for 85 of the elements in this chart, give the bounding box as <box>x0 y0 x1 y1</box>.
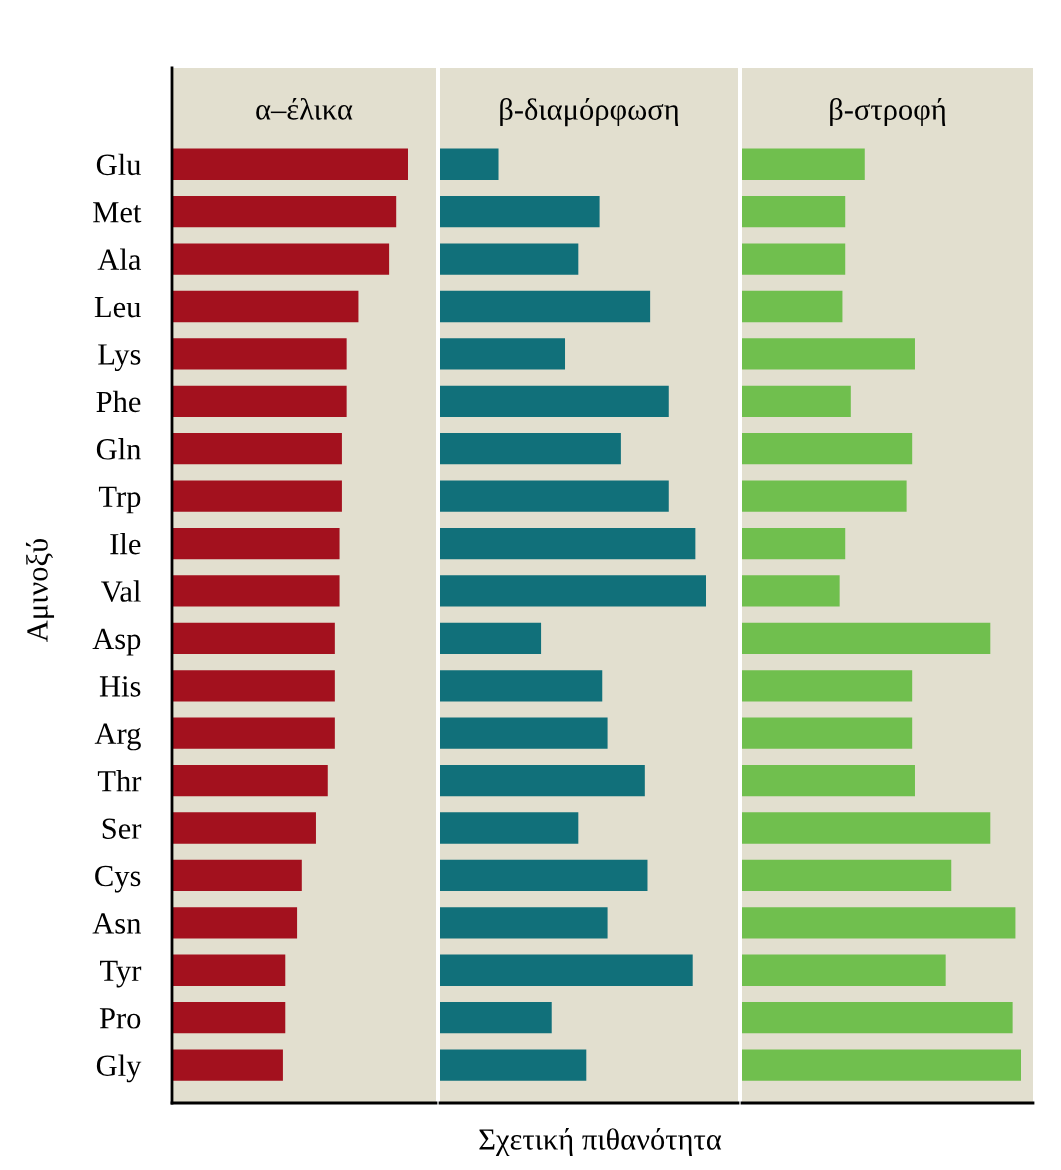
bar <box>172 196 397 228</box>
bar <box>742 907 1016 939</box>
bar <box>172 148 408 180</box>
bar <box>742 622 991 655</box>
y-tick-label: Ile <box>110 532 141 555</box>
bar <box>742 717 913 749</box>
bar <box>172 717 335 749</box>
bar <box>172 433 342 465</box>
bar <box>172 670 335 702</box>
bar <box>440 338 566 370</box>
bar <box>742 148 865 180</box>
bar <box>742 859 952 892</box>
y-tick-label: Phe <box>96 390 141 413</box>
bar <box>742 480 907 512</box>
bar <box>172 527 340 560</box>
bar <box>172 290 359 323</box>
bar <box>440 670 603 702</box>
bar <box>172 480 342 512</box>
y-tick-label: His <box>99 676 141 697</box>
y-tick-label: Glu <box>96 153 141 176</box>
bar <box>440 385 669 417</box>
x-axis-title: Σχετική πιθανότητα <box>479 1127 722 1157</box>
chart-title: β-διαμόρφωση <box>500 98 679 127</box>
bar <box>742 954 946 986</box>
bar <box>742 243 846 275</box>
bar <box>742 290 843 323</box>
y-tick-label: Asn <box>92 913 141 934</box>
y-tick-label: Met <box>93 202 142 223</box>
y-tick-label: Leu <box>94 297 141 318</box>
y-tick-label: Cys <box>95 865 141 893</box>
bar <box>742 385 851 417</box>
bar <box>440 1049 587 1081</box>
y-tick-label: Thr <box>97 770 142 792</box>
y-tick-label: Lys <box>98 344 141 372</box>
bar <box>440 859 648 892</box>
bar <box>742 196 846 228</box>
bar <box>440 243 579 275</box>
bar <box>172 385 347 417</box>
y-tick-label: Gly <box>96 1054 142 1083</box>
bar <box>742 575 840 607</box>
bar <box>440 1002 552 1034</box>
y-tick-label: Ala <box>97 248 142 270</box>
y-axis-title: Αμινοξύ <box>25 538 55 642</box>
bar <box>742 433 913 465</box>
bar <box>440 954 693 986</box>
bar <box>172 954 286 986</box>
bar <box>440 433 621 465</box>
bar <box>440 717 608 749</box>
bar <box>440 812 579 844</box>
bar <box>742 527 846 560</box>
bar <box>440 290 651 323</box>
y-tick-label: Ser <box>102 818 142 839</box>
bar <box>440 196 600 228</box>
y-tick-label: Gln <box>96 438 141 460</box>
bar <box>172 1002 286 1034</box>
bar <box>440 148 499 180</box>
y-tick-label: Trp <box>98 486 141 514</box>
bar <box>440 527 696 560</box>
bar <box>742 764 915 797</box>
bar <box>742 1049 1021 1081</box>
y-tick-label: Tyr <box>100 960 142 988</box>
y-tick-label: Asp <box>92 628 141 656</box>
bar <box>172 859 302 892</box>
bar <box>440 764 645 797</box>
y-tick-label: Pro <box>99 1008 141 1029</box>
y-tick-label: Val <box>101 580 141 603</box>
bar <box>440 575 706 607</box>
bar <box>172 622 335 655</box>
bar <box>742 1002 1013 1034</box>
bar <box>440 480 669 512</box>
chart-title: α–έλικα <box>256 97 353 120</box>
bar <box>440 622 542 655</box>
bar <box>742 338 915 370</box>
bar <box>172 243 390 275</box>
bar <box>742 670 913 702</box>
bar <box>172 575 340 607</box>
bar <box>742 812 991 844</box>
bar <box>172 812 316 844</box>
y-tick-label: Arg <box>94 723 141 751</box>
bar <box>172 764 328 797</box>
chart-title: β-στροφή <box>830 98 946 127</box>
bar <box>440 907 608 939</box>
bar <box>172 338 347 370</box>
bar <box>172 907 298 939</box>
bar <box>172 1049 283 1081</box>
